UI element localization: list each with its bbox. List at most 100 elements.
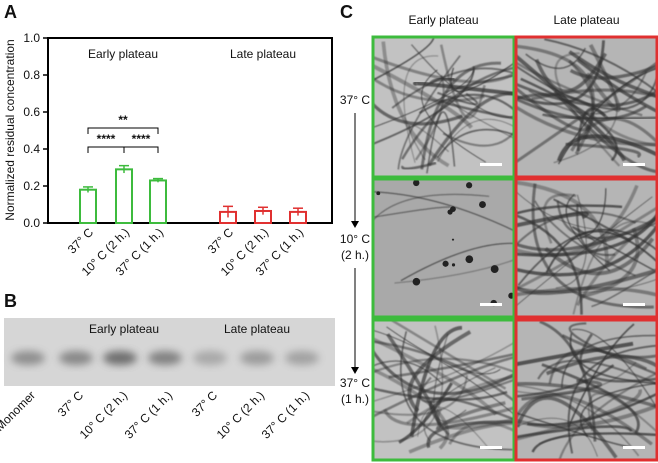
fibril <box>576 107 607 151</box>
debris <box>490 265 499 274</box>
fibril <box>373 37 435 82</box>
fibril <box>373 341 514 403</box>
fibril <box>426 420 514 449</box>
fibril <box>383 406 514 427</box>
fibril <box>579 227 640 299</box>
debris <box>442 260 449 267</box>
fibril <box>447 95 514 139</box>
fibril <box>436 128 514 159</box>
gel-band <box>11 351 45 365</box>
fibril <box>373 191 514 232</box>
fibril <box>516 396 618 459</box>
debris <box>450 206 456 213</box>
row-label: 37° C <box>340 93 370 107</box>
fibril <box>516 388 642 441</box>
fibril <box>400 242 514 282</box>
fibril <box>373 193 490 222</box>
gel-band <box>59 351 93 365</box>
micrograph <box>371 318 516 462</box>
fibril <box>426 111 456 174</box>
plot-frame <box>47 37 333 224</box>
scale-bar <box>623 163 645 166</box>
fibril <box>516 184 639 257</box>
fibril <box>591 269 657 308</box>
fibril <box>544 237 655 276</box>
fibril <box>516 204 623 215</box>
fibril <box>541 363 640 434</box>
significance-label: **** <box>97 132 116 146</box>
fibril <box>525 47 587 69</box>
scale-bar <box>623 303 645 306</box>
micrograph-border <box>514 35 658 179</box>
fibril <box>516 417 598 457</box>
micrograph <box>371 177 516 319</box>
scale-bar <box>480 446 502 449</box>
gel-band <box>285 351 319 365</box>
panel-label: B <box>4 291 17 311</box>
fibril <box>528 70 648 115</box>
fibril <box>373 325 444 443</box>
arrow-head <box>351 221 359 228</box>
debris <box>376 191 381 196</box>
fibril <box>542 112 657 120</box>
micrograph-bg <box>373 179 514 317</box>
fibril <box>520 77 618 162</box>
micrograph-content <box>373 37 514 177</box>
fibril <box>437 91 479 106</box>
fibril <box>401 66 514 160</box>
gel-group-label: Late plateau <box>224 322 290 336</box>
fibril <box>407 330 472 413</box>
fibril <box>516 60 657 164</box>
fibril <box>544 38 657 93</box>
fibril <box>516 216 657 252</box>
lane-label: 37° C (1 h.) <box>122 388 175 441</box>
fibril <box>409 325 463 437</box>
panel-label: C <box>340 2 353 22</box>
fibril <box>561 334 657 388</box>
micrograph-content <box>373 179 514 317</box>
panel-label: A <box>4 2 17 22</box>
fibril <box>516 206 657 291</box>
significance-bracket <box>87 146 125 153</box>
fibril <box>516 180 609 265</box>
fibril <box>553 198 631 242</box>
significance-bracket <box>123 146 159 153</box>
fibril <box>398 382 453 444</box>
fibril <box>545 230 657 274</box>
fibril <box>386 326 501 375</box>
micrograph-border <box>371 318 516 462</box>
fibril <box>373 63 473 129</box>
row-label: 10° C <box>340 232 370 246</box>
scale-bar <box>480 303 502 306</box>
fibril <box>403 55 439 163</box>
y-tick-label: 1.0 <box>23 31 40 45</box>
micrograph-content <box>516 37 657 177</box>
fibril <box>436 407 514 430</box>
bar <box>115 168 133 225</box>
fibril <box>373 356 514 418</box>
fibril <box>516 190 619 231</box>
lane-label: 10° C (2 h.) <box>214 388 267 441</box>
debris <box>479 201 486 209</box>
x-tick-label: 37° C <box>65 225 96 256</box>
gel-band <box>103 351 137 365</box>
fibril <box>516 382 657 409</box>
fibril <box>587 392 657 434</box>
gel-band <box>193 351 227 365</box>
fibril <box>373 102 463 126</box>
fibril <box>373 375 469 416</box>
significance-label: **** <box>132 132 151 146</box>
fibril <box>516 341 634 367</box>
fibril <box>397 55 461 170</box>
fibril <box>516 278 657 294</box>
fibril <box>567 323 635 428</box>
fibril <box>438 401 506 430</box>
fibril <box>373 329 514 416</box>
scale-bar <box>480 163 502 166</box>
debris <box>466 182 473 189</box>
significance-bracket <box>87 127 159 134</box>
fibril <box>576 58 657 114</box>
fibril <box>531 183 654 309</box>
row-label: 37° C <box>340 376 370 390</box>
micrograph-border <box>371 35 516 179</box>
